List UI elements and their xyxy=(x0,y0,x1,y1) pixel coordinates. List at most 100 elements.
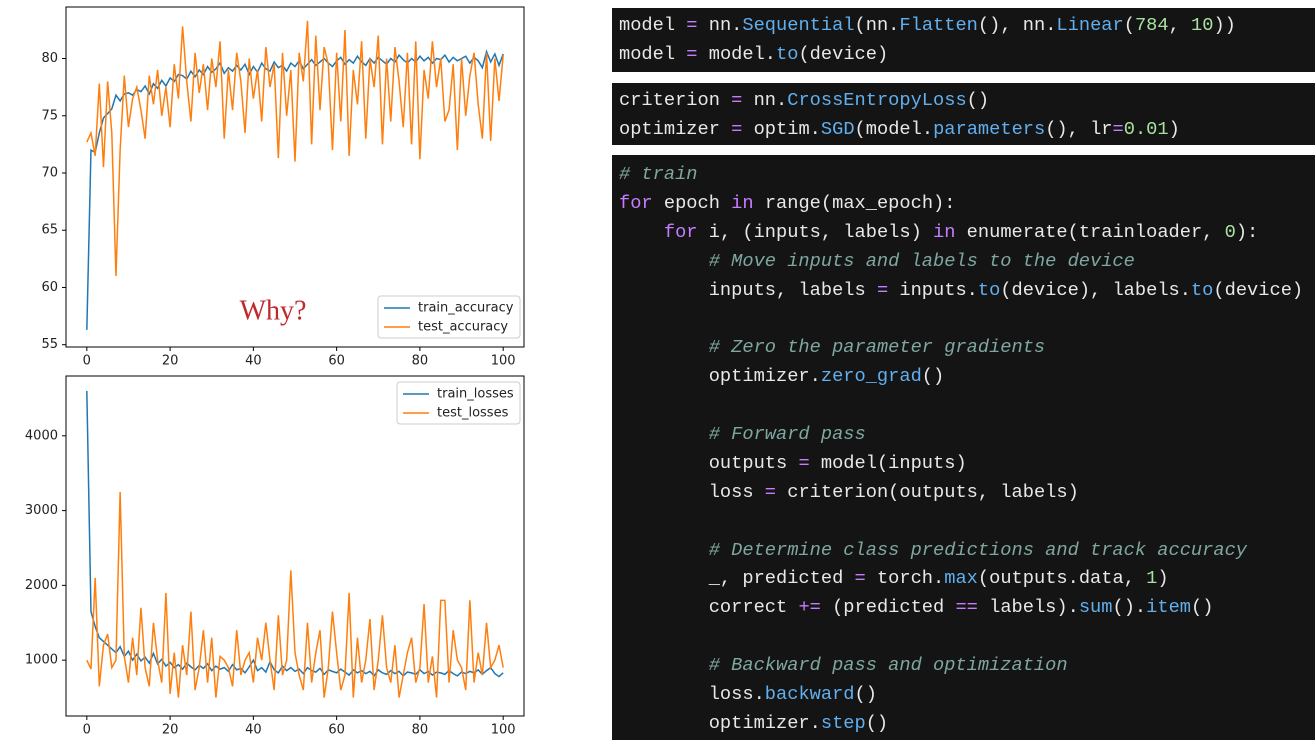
code-token: optimizer. xyxy=(619,711,821,734)
y-tick-label: 55 xyxy=(41,337,58,352)
code-token: for xyxy=(619,191,653,214)
code-token: labels). xyxy=(977,596,1079,619)
code-token: criterion xyxy=(619,89,732,111)
x-tick-label: 100 xyxy=(491,723,516,738)
code-token: = xyxy=(876,278,889,301)
code-line: inputs, labels = inputs.to(device), labe… xyxy=(619,276,1315,305)
code-token: (), nn. xyxy=(977,14,1057,36)
code-cell: criterion = nn.CrossEntropyLoss() optimiz… xyxy=(612,83,1315,145)
code-token: = xyxy=(731,117,743,140)
code-token: = xyxy=(854,567,866,590)
code-line: correct += (predicted == labels).sum().i… xyxy=(619,593,1315,622)
y-tick-label: 2000 xyxy=(25,578,58,593)
y-tick-label: 60 xyxy=(41,280,58,295)
code-token: (predicted xyxy=(820,596,956,619)
code-token: zero_grad xyxy=(820,365,922,388)
code-line: outputs = model(inputs) xyxy=(619,449,1315,478)
code-token: (outputs.data, xyxy=(977,567,1147,590)
x-tick-label: 0 xyxy=(83,354,91,369)
y-tick-label: 80 xyxy=(41,51,58,66)
code-token: (nn. xyxy=(854,14,900,36)
code-line: model = model.to(device) xyxy=(619,40,1315,69)
code-line xyxy=(619,304,1315,333)
code-line: loss.backward() xyxy=(619,680,1315,709)
code-token: # Determine class predictions and track … xyxy=(619,538,1248,561)
code-token: Sequential xyxy=(742,14,855,36)
code-line: # train xyxy=(619,160,1315,189)
x-tick-label: 80 xyxy=(412,354,429,369)
code-line: # Move inputs and labels to the device xyxy=(619,247,1315,276)
code-token: model(inputs) xyxy=(809,451,967,474)
code-token: += xyxy=(798,596,821,619)
code-token: nn. xyxy=(697,14,743,36)
code-cell: model = nn.Sequential(nn.Flatten(), nn.L… xyxy=(612,8,1315,72)
code-token: # Zero the parameter gradients xyxy=(619,336,1046,359)
code-token: _, predicted xyxy=(619,567,855,590)
code-token: correct xyxy=(619,596,799,619)
code-token: ): xyxy=(1235,220,1259,243)
code-token: () xyxy=(966,89,990,111)
code-line: # Determine class predictions and track … xyxy=(619,536,1315,565)
code-token: loss xyxy=(619,480,765,503)
code-token: = xyxy=(764,480,777,503)
code-token: = xyxy=(798,451,810,474)
code-line: optimizer.step() xyxy=(619,709,1315,738)
code-line: optimizer = optim.SGD(model.parameters()… xyxy=(619,115,1315,144)
y-tick-label: 1000 xyxy=(25,653,58,668)
code-token: , xyxy=(1168,14,1192,36)
code-token: CrossEntropyLoss xyxy=(787,89,967,111)
code-token: backward xyxy=(764,683,855,706)
code-token: (device) xyxy=(798,42,889,65)
code-token: # Backward pass and optimization xyxy=(619,654,1068,677)
code-token: to xyxy=(1190,278,1214,301)
code-token: criterion(outputs, labels) xyxy=(776,480,1079,503)
y-tick-label: 70 xyxy=(41,165,58,180)
code-token: () xyxy=(854,683,877,706)
code-token: (), lr xyxy=(1045,117,1113,140)
code-line: model = nn.Sequential(nn.Flatten(), nn.L… xyxy=(619,11,1315,40)
code-token: 10 xyxy=(1191,14,1214,36)
code-token: = xyxy=(686,14,698,36)
y-tick-label: 3000 xyxy=(25,503,58,518)
x-tick-label: 0 xyxy=(83,723,91,738)
code-token: )) xyxy=(1213,14,1236,36)
code-token: = xyxy=(1112,117,1124,140)
code-token: Flatten xyxy=(899,14,978,36)
x-tick-label: 20 xyxy=(162,354,179,369)
code-token: ) xyxy=(1168,117,1180,140)
code-line: for epoch in range(max_epoch): xyxy=(619,189,1315,218)
code-token: = xyxy=(686,42,698,65)
code-token: model xyxy=(619,42,687,65)
series-line xyxy=(86,390,504,678)
code-token: 0 xyxy=(1224,220,1236,243)
code-line: optimizer.zero_grad() xyxy=(619,362,1315,391)
charts-panel: 0 20 40 60 80 100 55 60 65 70 75 80 Why? train_accura… xyxy=(25,6,525,738)
code-token: = xyxy=(731,89,743,111)
code-token: for xyxy=(619,220,698,243)
code-line: _, predicted = torch.max(outputs.data, 1… xyxy=(619,564,1315,593)
code-token: i, (inputs, labels) xyxy=(697,220,934,243)
code-token: # Move inputs and labels to the device xyxy=(619,249,1135,272)
y-tick-label: 4000 xyxy=(25,428,58,443)
code-line: # Forward pass xyxy=(619,420,1315,449)
code-token: nn. xyxy=(742,89,788,111)
x-tick-label: 60 xyxy=(328,723,345,738)
code-token: optimizer xyxy=(619,117,732,140)
code-token: model xyxy=(619,14,687,36)
code-line: # Zero the parameter gradients xyxy=(619,333,1315,362)
code-token: in xyxy=(933,220,956,243)
code-token: == xyxy=(955,596,978,619)
code-token: optimizer. xyxy=(619,365,821,388)
code-token: max xyxy=(944,567,978,590)
x-tick-label: 60 xyxy=(328,354,345,369)
axes-frame xyxy=(65,375,525,717)
code-token: ) xyxy=(1157,567,1169,590)
x-tick-label: 20 xyxy=(162,723,179,738)
code-line: criterion = nn.CrossEntropyLoss() xyxy=(619,86,1315,115)
code-token: loss. xyxy=(619,683,765,706)
code-line xyxy=(619,622,1315,651)
annotation: Why? xyxy=(240,295,307,326)
code-token: optim. xyxy=(742,117,821,140)
code-token: range(max_epoch): xyxy=(753,191,956,214)
code-line: loss = criterion(outputs, labels) xyxy=(619,478,1315,507)
